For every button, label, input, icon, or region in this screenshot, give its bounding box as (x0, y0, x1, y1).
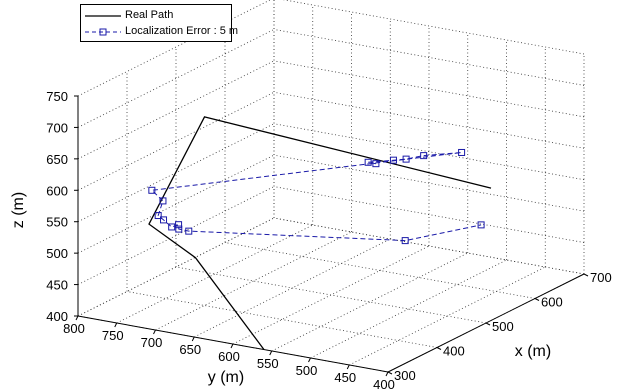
grid-lines (77, 0, 585, 373)
grid-line (77, 91, 275, 191)
y-tick-label: 400 (373, 377, 395, 390)
y-tick-mark (385, 371, 389, 377)
grid-line (232, 245, 430, 345)
y-tick-label: 450 (334, 370, 356, 385)
grid-line (116, 224, 313, 324)
x-tick-label: 600 (541, 295, 563, 310)
y-tick-label: 750 (102, 328, 124, 343)
y-axis-label: y (m) (208, 369, 244, 386)
x-tick-label: 400 (443, 344, 465, 359)
z-axis-label: z (m) (10, 192, 27, 228)
y-tick-mark (269, 350, 273, 356)
z-tick-label: 550 (46, 215, 68, 230)
legend-swatch-real-path (85, 15, 121, 17)
grid-line (273, 186, 585, 243)
grid-line (273, 60, 585, 118)
data-point-marker (168, 223, 176, 231)
x-tick-mark (534, 298, 540, 301)
grid-line (349, 266, 546, 366)
grid-line (273, 154, 585, 212)
data-point-marker (401, 237, 409, 245)
y-tick-label: 650 (179, 342, 201, 357)
grid-line (77, 154, 275, 254)
grid-line (273, 123, 585, 181)
data-point-marker (148, 186, 156, 194)
tick-labels: 3004005006007004004505005506006507007508… (46, 89, 611, 390)
x-tick-mark (436, 347, 442, 350)
data-point-marker (175, 221, 183, 229)
legend: Real Path Localization Error : 5 m (80, 4, 238, 42)
z-tick-label: 750 (46, 89, 68, 104)
grid-line (77, 60, 275, 160)
grid-line (77, 29, 275, 128)
y-tick-label: 600 (218, 349, 240, 364)
data-point-marker (160, 216, 168, 224)
legend-entry-localization-error: Localization Error : 5 m (81, 24, 238, 40)
grid-line (77, 186, 275, 285)
y-tick-mark (308, 357, 311, 363)
series-layer (148, 116, 492, 350)
x-tick-mark (387, 371, 393, 375)
y-tick-label: 700 (141, 335, 163, 350)
data-point-marker (402, 155, 410, 163)
data-point-marker (389, 156, 397, 164)
data-point-marker (154, 212, 162, 220)
grid-line (77, 217, 275, 317)
legend-entry-real-path: Real Path (81, 8, 231, 24)
data-point-marker (477, 221, 485, 229)
x-tick-label: 700 (590, 270, 612, 285)
y-tick-mark (191, 336, 195, 342)
grid-line (273, 29, 585, 86)
z-tick-label: 600 (46, 183, 68, 198)
axes-frame (74, 95, 589, 377)
legend-label-localization-error: Localization Error : 5 m (125, 25, 239, 37)
z-tick-label: 400 (46, 309, 68, 324)
grid-line (77, 0, 271, 97)
x-tick-mark (485, 322, 491, 326)
y-tick-label: 800 (63, 321, 85, 336)
z-tick-label: 450 (46, 278, 68, 293)
data-point-marker (364, 158, 372, 166)
grid-line (271, 252, 468, 352)
legend-label-real-path: Real Path (125, 9, 174, 21)
grid-line (155, 231, 352, 331)
y-tick-mark (153, 329, 156, 335)
grid-line (126, 291, 438, 348)
data-point-marker (159, 197, 167, 205)
y-tick-mark (230, 343, 234, 349)
grid-line (282, 0, 585, 55)
data-point-marker (458, 148, 466, 156)
grid-line (224, 242, 536, 299)
x-tick-mark (583, 273, 589, 277)
grid-line (77, 123, 275, 223)
x-tick-label: 500 (492, 319, 514, 334)
z-tick-label: 700 (46, 120, 68, 135)
data-point-marker (175, 225, 183, 233)
grid-line (273, 91, 585, 149)
data-point-marker (372, 160, 380, 168)
y-tick-mark (346, 364, 350, 370)
y-tick-label: 550 (257, 356, 279, 371)
series-real-path-line (148, 116, 492, 350)
x-axis-label: x (m) (515, 343, 551, 360)
series-localization-error-line (150, 152, 482, 242)
data-point-marker (420, 152, 428, 160)
grid-line (194, 238, 391, 338)
grid-line (175, 266, 487, 324)
grid-line (310, 259, 507, 359)
grid-line (273, 217, 585, 275)
data-point-marker (185, 227, 193, 235)
x-tick-label: 300 (394, 368, 416, 383)
y-tick-mark (75, 315, 79, 321)
y-tick-label: 500 (296, 363, 318, 378)
z-tick-label: 650 (46, 152, 68, 167)
legend-swatch-localization-error (85, 28, 121, 36)
y-tick-mark (114, 322, 118, 328)
z-tick-label: 500 (46, 246, 68, 261)
